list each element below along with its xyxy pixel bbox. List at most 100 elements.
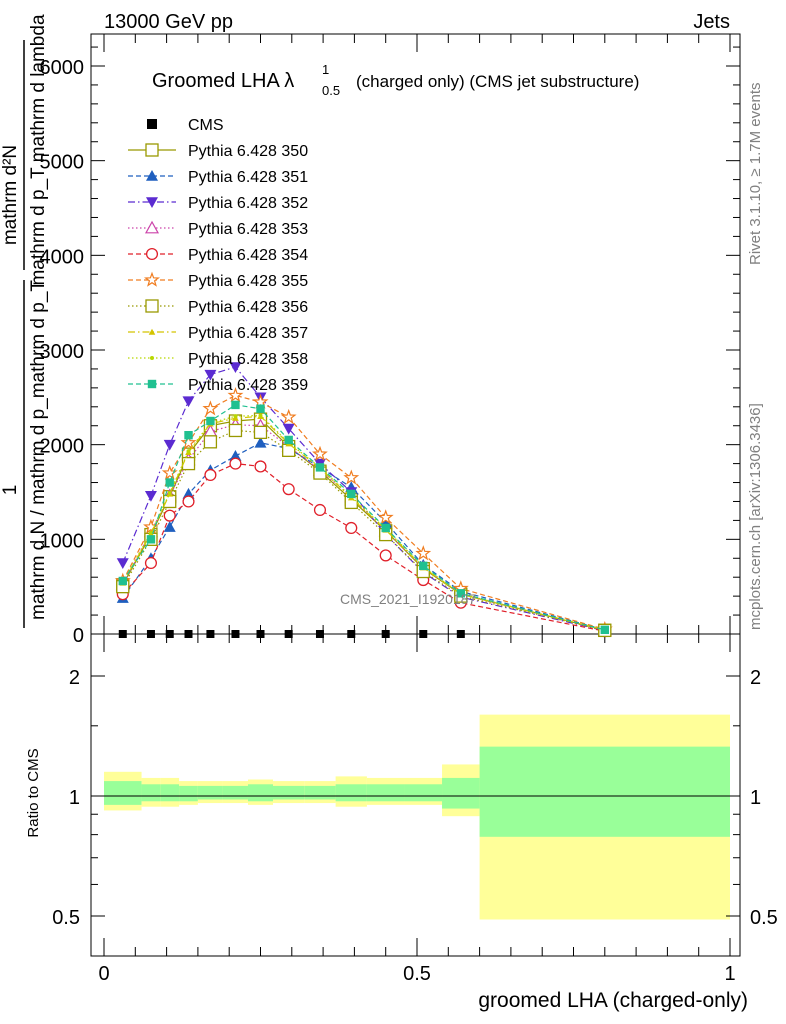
- legend-marker: [147, 379, 157, 389]
- series-point: [180, 434, 197, 450]
- legend-entry: Pythia 6.428 356: [128, 299, 308, 316]
- series-9: [118, 400, 609, 635]
- series-point: [381, 523, 390, 533]
- series-point: [146, 535, 156, 544]
- series-point: [456, 589, 466, 598]
- series-line: [122, 442, 605, 631]
- cms-point: [206, 630, 215, 638]
- main-ylabel: 1 mathrm d N / mathrm d p_mathrm d p_T m…: [0, 14, 49, 628]
- legend-marker: [146, 170, 158, 181]
- ratio-frame: [90, 633, 741, 957]
- title-sup: 1: [322, 62, 329, 77]
- series-point: [182, 487, 195, 499]
- cms-point: [256, 630, 265, 638]
- x-tick-label: 0.5: [403, 963, 431, 985]
- series-point: [256, 404, 265, 413]
- series-point: [600, 625, 609, 635]
- ratio-inner-band: [479, 746, 730, 837]
- legend-entry-cms: CMS: [147, 117, 224, 134]
- series-point: [345, 521, 358, 535]
- series-point: [202, 400, 219, 416]
- ylabel-num-top: 1: [0, 485, 21, 496]
- title-main: Groomed LHA λ: [152, 70, 294, 92]
- legend-entry: Pythia 6.428 352: [128, 195, 308, 212]
- legend-label: Pythia 6.428 354: [188, 247, 308, 264]
- series-point: [163, 439, 176, 451]
- ratio-bands: [91, 714, 740, 920]
- series-point: [163, 521, 176, 532]
- series-point: [204, 369, 217, 381]
- plot-title: Groomed LHA λ 1 0.5 (charged only) (CMS …: [152, 62, 639, 98]
- series-point: [280, 408, 297, 425]
- ratio-inner-band: [160, 784, 180, 802]
- header-process: Jets: [693, 11, 730, 33]
- title-suffix: (charged only) (CMS jet substructure): [356, 72, 639, 91]
- series-point: [282, 483, 295, 496]
- cms-points: [118, 630, 465, 638]
- legend-label: Pythia 6.428 353: [188, 221, 308, 238]
- series-point: [144, 490, 157, 502]
- legend-label: Pythia 6.428 359: [188, 377, 308, 394]
- legend-entry: Pythia 6.428 354: [128, 247, 308, 264]
- mcplots-label: mcplots.cern.ch [arXiv:1306.3436]: [747, 403, 764, 630]
- series-point: [203, 435, 218, 449]
- series-point: [258, 413, 263, 418]
- ratio-tick-label-right: 1: [750, 787, 761, 809]
- series-point: [415, 545, 432, 561]
- header-energy: 13000 GeV pp: [104, 11, 233, 33]
- legend-entry: Pythia 6.428 357: [128, 325, 308, 342]
- cms-point: [456, 630, 465, 638]
- legend-entry: Pythia 6.428 353: [128, 220, 308, 238]
- series-point: [227, 386, 244, 403]
- ratio-inner-band: [104, 781, 142, 805]
- cms-point: [347, 630, 356, 638]
- ratio-inner-band: [304, 785, 336, 800]
- cms-point: [315, 630, 324, 638]
- legend-marker: [144, 271, 160, 287]
- cms-point: [118, 630, 127, 638]
- cms-point: [165, 630, 174, 638]
- series-point: [116, 558, 129, 569]
- series-point: [313, 503, 327, 517]
- y-tick-label: 2000: [40, 436, 85, 458]
- series-point: [204, 468, 217, 482]
- series-point: [379, 549, 392, 562]
- series-point: [206, 416, 215, 426]
- legend-entry: Pythia 6.428 350: [128, 143, 308, 160]
- y-tick-label: 5000: [40, 152, 85, 174]
- legend-label: Pythia 6.428 352: [188, 195, 308, 212]
- cms-point: [284, 630, 293, 638]
- series-point: [229, 450, 242, 461]
- ratio-inner-band: [179, 785, 198, 802]
- legend-label: CMS: [188, 117, 224, 134]
- legend-entry: Pythia 6.428 355: [128, 271, 308, 290]
- ratio-inner-band: [335, 784, 367, 802]
- series-point: [282, 423, 295, 435]
- ratio-inner-band: [366, 784, 405, 802]
- series-point: [254, 436, 267, 448]
- series-point: [312, 445, 328, 461]
- series-group: [114, 362, 613, 638]
- legend-entry: Pythia 6.428 358: [128, 351, 308, 368]
- cms-point: [381, 630, 390, 638]
- series-point: [182, 495, 195, 508]
- series-point: [377, 509, 394, 525]
- series-point: [184, 431, 193, 440]
- series-point: [254, 460, 267, 473]
- ylabel-den-top: mathrm d N / mathrm d p_mathrm d p_T: [28, 280, 49, 620]
- series-point: [343, 469, 360, 485]
- ratio-inner-band: [273, 785, 305, 800]
- series-point: [315, 463, 325, 472]
- legend-label: Pythia 6.428 350: [188, 143, 308, 160]
- ylabel-num-bot: mathrm d²N: [0, 145, 21, 245]
- ratio-tick-label: 2: [69, 667, 80, 689]
- series-point: [228, 423, 243, 438]
- series-line: [122, 394, 605, 630]
- series-point: [419, 561, 428, 571]
- series-point: [163, 509, 176, 522]
- legend-label: Pythia 6.428 357: [188, 325, 308, 342]
- legend-label: Pythia 6.428 355: [188, 273, 308, 290]
- cms-point: [146, 630, 155, 638]
- series-point: [186, 449, 191, 454]
- legend-entry: Pythia 6.428 351: [128, 169, 308, 186]
